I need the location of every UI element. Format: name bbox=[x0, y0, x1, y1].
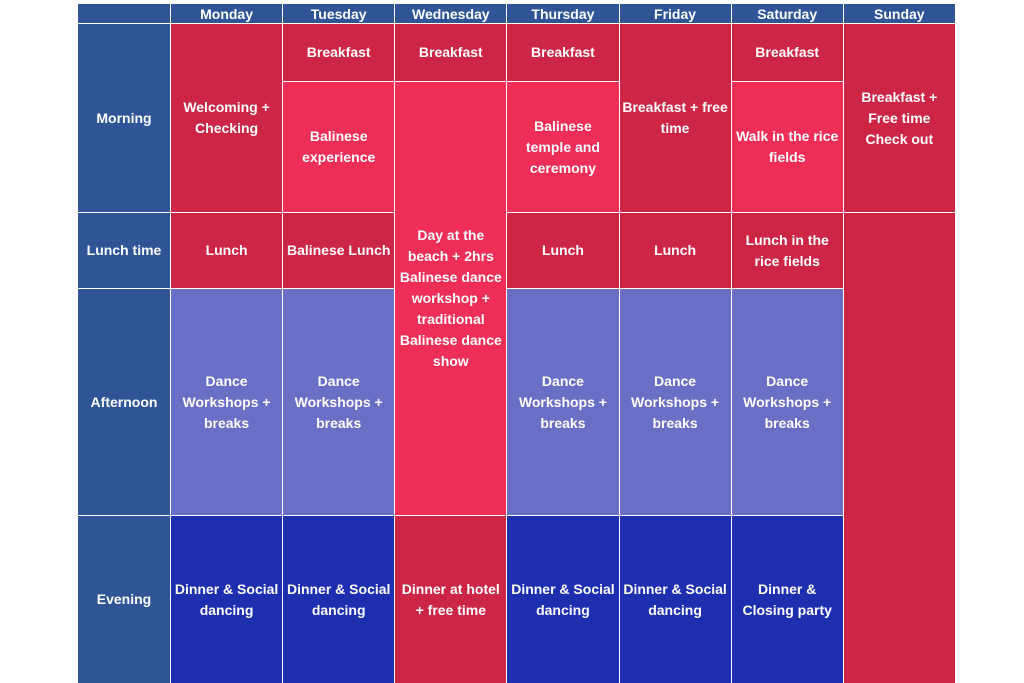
friday-morning-cell: Breakfast + free time bbox=[619, 24, 731, 212]
wednesday-main-cell: Day at the beach + 2hrs Balinese dance w… bbox=[395, 82, 507, 515]
wednesday-evening-cell: Dinner at hotel + free time bbox=[395, 516, 507, 683]
tuesday-morning-cell: Balinese experience bbox=[283, 82, 395, 212]
tuesday-breakfast-cell: Breakfast bbox=[283, 24, 395, 81]
tuesday-evening-cell: Dinner & Social dancing bbox=[283, 516, 395, 683]
header-thursday: Thursday bbox=[507, 4, 619, 23]
header-wednesday: Wednesday bbox=[395, 4, 507, 23]
tuesday-lunch-cell: Balinese Lunch bbox=[283, 213, 395, 288]
saturday-evening-cell: Dinner & Closing party bbox=[731, 516, 843, 683]
saturday-morning-cell: Walk in the rice fields bbox=[731, 82, 843, 212]
monday-evening-cell: Dinner & Social dancing bbox=[171, 516, 283, 683]
thursday-afternoon-cell: Dance Workshops + breaks bbox=[507, 289, 619, 515]
row-label-lunch: Lunch time bbox=[78, 213, 170, 288]
row-label-afternoon: Afternoon bbox=[78, 289, 170, 515]
header-saturday: Saturday bbox=[731, 4, 843, 23]
header-sunday: Sunday bbox=[843, 4, 955, 23]
corner-cell bbox=[78, 4, 170, 23]
saturday-breakfast-cell: Breakfast bbox=[731, 24, 843, 81]
sunday-morning-cell: Breakfast + Free time Check out bbox=[843, 24, 955, 212]
wednesday-breakfast-cell: Breakfast bbox=[395, 24, 507, 81]
monday-morning-cell: Welcoming + Checking bbox=[171, 24, 283, 212]
monday-lunch-cell: Lunch bbox=[171, 213, 283, 288]
header-tuesday: Tuesday bbox=[283, 4, 395, 23]
row-label-morning: Morning bbox=[78, 24, 170, 212]
header-friday: Friday bbox=[619, 4, 731, 23]
row-label-evening: Evening bbox=[78, 516, 170, 683]
thursday-evening-cell: Dinner & Social dancing bbox=[507, 516, 619, 683]
friday-afternoon-cell: Dance Workshops + breaks bbox=[619, 289, 731, 515]
saturday-lunch-cell: Lunch in the rice fields bbox=[731, 213, 843, 288]
saturday-afternoon-cell: Dance Workshops + breaks bbox=[731, 289, 843, 515]
thursday-breakfast-cell: Breakfast bbox=[507, 24, 619, 81]
header-monday: Monday bbox=[171, 4, 283, 23]
thursday-lunch-cell: Lunch bbox=[507, 213, 619, 288]
weekly-schedule-grid: Monday Tuesday Wednesday Thursday Friday… bbox=[78, 4, 955, 683]
tuesday-afternoon-cell: Dance Workshops + breaks bbox=[283, 289, 395, 515]
friday-evening-cell: Dinner & Social dancing bbox=[619, 516, 731, 683]
sunday-rest-cell bbox=[843, 213, 955, 683]
thursday-morning-cell: Balinese temple and ceremony bbox=[507, 82, 619, 212]
friday-lunch-cell: Lunch bbox=[619, 213, 731, 288]
monday-afternoon-cell: Dance Workshops + breaks bbox=[171, 289, 283, 515]
